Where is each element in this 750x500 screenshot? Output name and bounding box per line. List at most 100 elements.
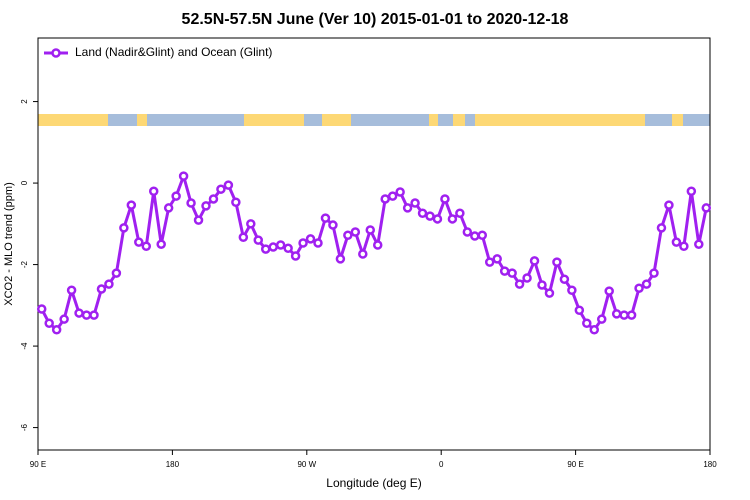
data-point <box>268 242 278 252</box>
data-point <box>201 201 211 211</box>
data-point <box>89 310 99 320</box>
land-strip <box>137 114 147 126</box>
data-point <box>679 241 689 251</box>
data-point <box>626 310 637 320</box>
data-point <box>343 230 353 240</box>
y-tick-label: 0 <box>20 180 29 185</box>
data-point <box>589 325 600 335</box>
data-point <box>298 238 308 248</box>
y-axis-label: XCO2 - MLO trend (ppm) <box>3 182 15 305</box>
data-point <box>44 318 54 329</box>
data-point <box>111 268 122 278</box>
data-point <box>193 215 204 225</box>
data-point <box>567 285 577 296</box>
land-ocean-strip <box>38 114 710 126</box>
legend-label: Land (Nadir&Glint) and Ocean (Glint) <box>75 45 272 59</box>
data-point <box>59 314 69 324</box>
data-point <box>499 266 510 276</box>
data-point <box>126 200 137 210</box>
data-point <box>208 194 219 204</box>
land-strip <box>453 114 465 126</box>
data-point <box>275 240 286 250</box>
data-point <box>358 249 368 259</box>
data-point <box>559 274 570 285</box>
data-point <box>253 235 264 245</box>
data-point <box>634 283 644 293</box>
data-point <box>328 220 338 230</box>
data-point <box>537 280 547 290</box>
x-tick-label: 180 <box>703 460 717 469</box>
data-point <box>246 219 256 229</box>
data-point <box>611 309 622 319</box>
data-point <box>36 304 47 314</box>
series-line <box>40 174 708 332</box>
data-point <box>402 203 413 213</box>
land-strip <box>429 114 438 126</box>
data-point <box>477 230 488 240</box>
data-point <box>701 203 712 213</box>
data-point <box>74 308 84 318</box>
data-point <box>66 285 77 296</box>
data-point <box>514 279 525 289</box>
data-point <box>51 325 62 335</box>
data-point <box>641 279 652 289</box>
data-point <box>649 268 659 278</box>
data-point <box>283 243 293 254</box>
data-point <box>447 214 458 224</box>
data-point <box>410 198 420 208</box>
data-point <box>178 171 189 181</box>
data-point <box>365 225 376 235</box>
data-point <box>395 187 405 197</box>
data-point <box>141 241 152 251</box>
data-point <box>238 232 249 243</box>
land-strip <box>38 114 108 126</box>
land-strip <box>475 114 645 126</box>
data-point <box>664 200 674 210</box>
data-point <box>171 191 181 201</box>
data-point <box>686 186 697 196</box>
data-point <box>104 279 114 289</box>
data-point <box>156 239 166 249</box>
data-point <box>417 208 428 218</box>
data-point <box>335 254 346 264</box>
data-point <box>619 310 629 320</box>
x-tick-label: 90 E <box>30 460 46 469</box>
data-point <box>492 254 502 264</box>
data-point <box>372 240 383 250</box>
data-point <box>96 284 107 294</box>
data-point <box>305 234 316 244</box>
data-point <box>223 180 234 190</box>
data-point <box>260 244 271 254</box>
x-axis-label: Longitude (deg E) <box>326 476 421 490</box>
land-strip <box>244 114 304 126</box>
legend-marker <box>51 48 61 58</box>
data-point <box>148 186 159 196</box>
data-point <box>290 251 301 261</box>
data-point <box>522 273 532 283</box>
data-point <box>432 214 443 224</box>
data-point <box>380 194 390 204</box>
data-point <box>462 227 473 237</box>
x-tick-label: 0 <box>439 460 444 469</box>
data-point <box>604 286 614 296</box>
y-tick-label: -6 <box>20 423 29 431</box>
data-point <box>529 256 540 266</box>
data-point <box>350 227 361 237</box>
chart-title: 52.5N-57.5N June (Ver 10) 2015-01-01 to … <box>182 11 569 28</box>
land-strip <box>322 114 351 126</box>
data-point <box>656 223 667 233</box>
data-point <box>455 208 465 218</box>
data-point <box>313 238 323 248</box>
land-strip <box>672 114 683 126</box>
y-tick-label: 2 <box>20 99 29 104</box>
x-tick-label: 90 E <box>567 460 583 469</box>
data-point <box>440 194 450 204</box>
data-point <box>134 237 144 247</box>
data-point <box>119 223 129 233</box>
y-tick-label: -2 <box>20 260 29 268</box>
x-tick-label: 180 <box>166 460 180 469</box>
data-point <box>163 203 174 213</box>
data-point <box>574 305 585 315</box>
data-point <box>507 268 517 278</box>
